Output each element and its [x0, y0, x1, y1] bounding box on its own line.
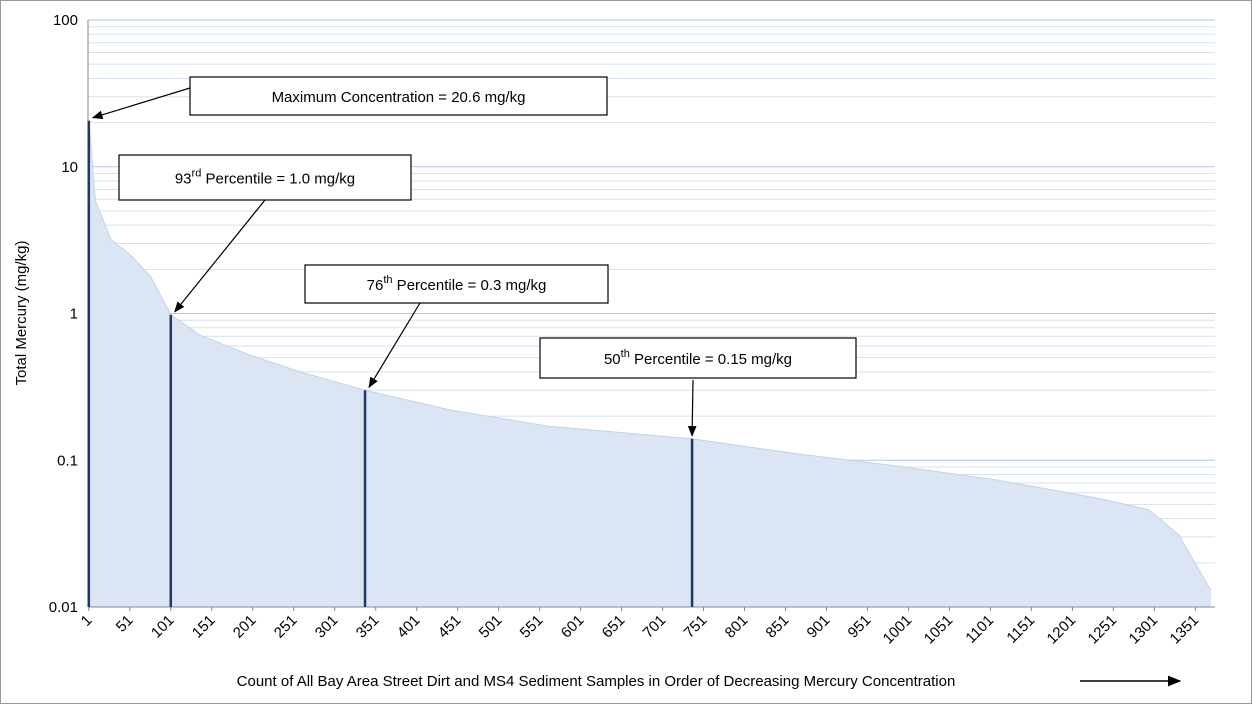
annotation-arrow	[687, 379, 697, 437]
annotation-label: 50th Percentile = 0.15 mg/kg	[604, 348, 792, 368]
annotation-label: 76th Percentile = 0.3 mg/kg	[367, 274, 547, 294]
annotation-box	[539, 337, 857, 379]
annotation-text: Maximum Concentration = 20.6 mg/kg	[272, 89, 526, 106]
annotation-label: 93rd Percentile = 1.0 mg/kg	[175, 168, 355, 188]
annotation-label: Maximum Concentration = 20.6 mg/kg	[272, 89, 526, 106]
annotation-text: Percentile = 0.15 mg/kg	[630, 351, 792, 368]
annotation-box	[118, 154, 412, 201]
annotation-sup: rd	[192, 168, 202, 180]
annotation-box	[304, 264, 609, 304]
area-outline	[88, 120, 1212, 591]
y-tick-label: 0.1	[57, 452, 78, 469]
annotation-text: Percentile = 0.3 mg/kg	[393, 277, 547, 294]
annotation-number: 93	[175, 171, 192, 188]
annotation-number: 76	[367, 277, 384, 294]
y-tick-label: 100	[53, 12, 78, 29]
y-tick-label: 0.01	[49, 599, 78, 616]
x-axis-label: Count of All Bay Area Street Dirt and MS…	[237, 673, 956, 690]
annotation-box	[189, 76, 608, 116]
annotation-arrow	[368, 302, 421, 389]
y-tick-label: 1	[70, 306, 78, 323]
y-tick-label: 10	[61, 159, 78, 176]
annotation-number: 50	[604, 351, 621, 368]
annotation-sup: th	[383, 274, 392, 286]
annotation-arrow	[174, 199, 266, 313]
annotation-arrow	[91, 87, 191, 119]
area	[88, 120, 1211, 607]
y-axis-label: Total Mercury (mg/kg)	[13, 240, 30, 385]
annotation-text: Percentile = 1.0 mg/kg	[201, 171, 355, 188]
annotation-sup: th	[621, 348, 630, 360]
